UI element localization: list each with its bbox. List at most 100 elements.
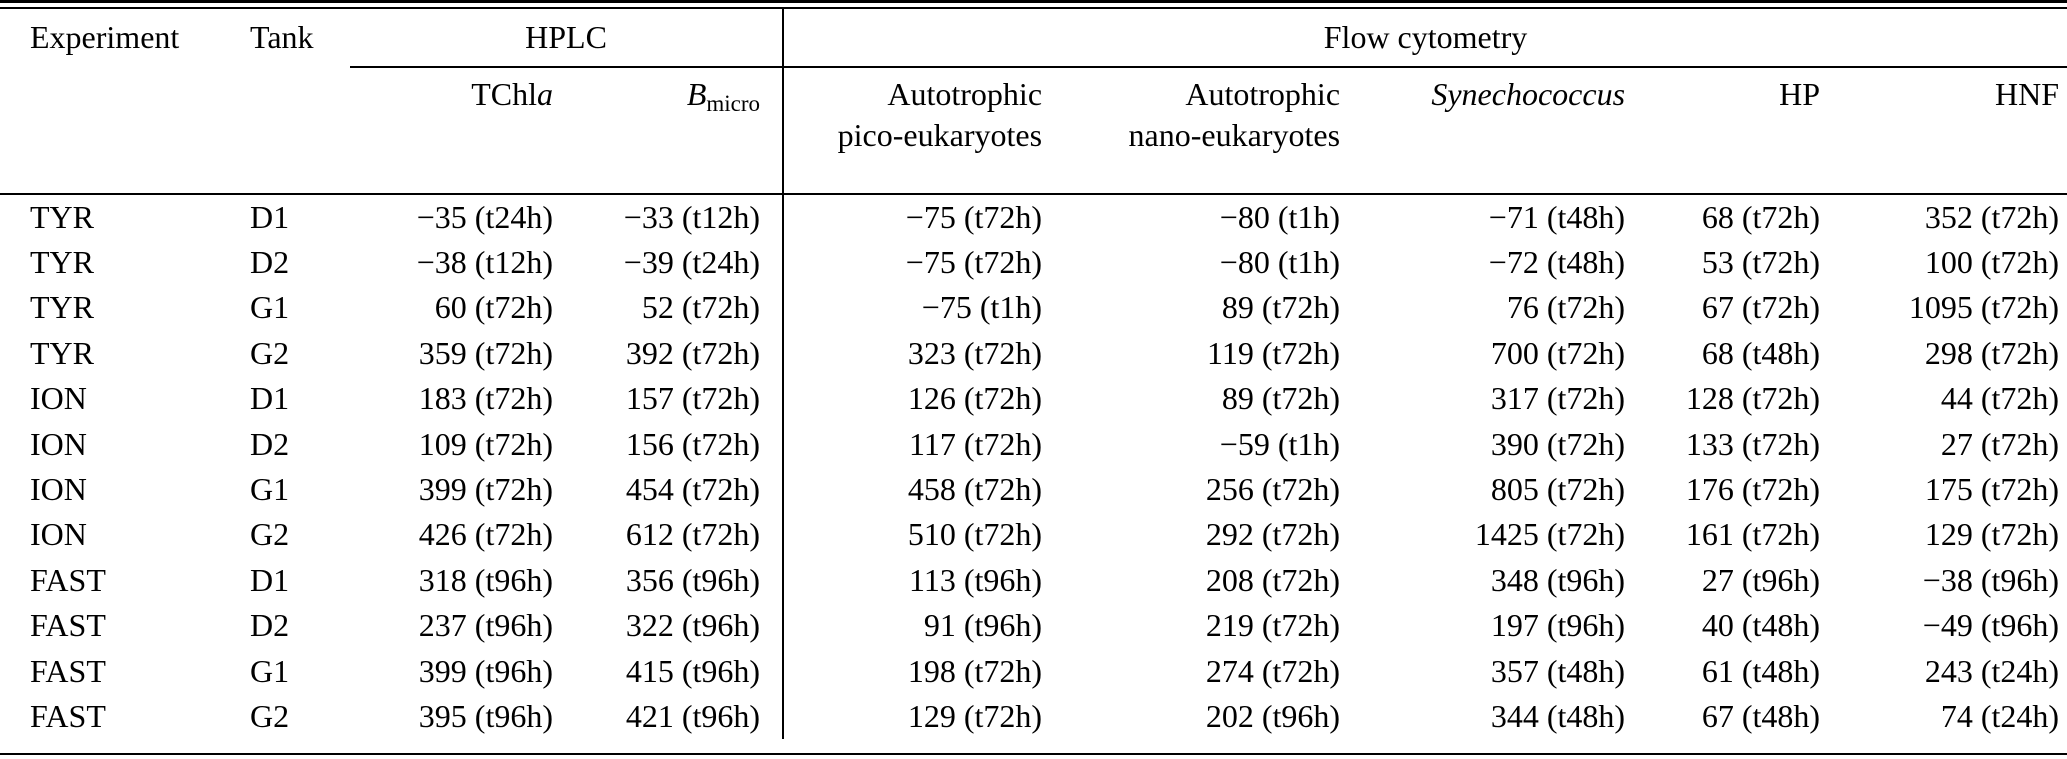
cell-tank: D1 [250, 380, 290, 417]
table-row: ION D2 109 (t72h) 156 (t72h) 117 (t72h) −59 (… [0, 421, 2067, 467]
cell-tchla: 109 (t72h) [418, 425, 553, 462]
cell-hp: 67 (t48h) [1701, 697, 1821, 734]
cell-tchla: −35 (t24h) [416, 198, 553, 235]
table-row: FAST G1 399 (t96h) 415 (t96h) 198 (t72h) 274 … [0, 648, 2067, 694]
cell-synechococcus: 1425 (t72h) [1474, 516, 1626, 553]
cell-nano: −59 (t1h) [1219, 425, 1341, 462]
table-body: TYR D1 −35 (t24h) −33 (t12h) −75 (t72h) −80 (… [0, 193, 2067, 740]
cell-tchla: 399 (t96h) [418, 652, 553, 689]
cell-hnf: −49 (t96h) [1922, 607, 2060, 644]
cell-pico: 198 (t72h) [907, 652, 1043, 689]
cell-tank: G1 [250, 652, 290, 689]
cell-tank: D1 [250, 561, 290, 598]
table-header: Experiment Tank HPLC Flow cytometry TChl… [0, 8, 2067, 195]
cell-hnf: 74 (t24h) [1940, 697, 2060, 734]
cell-tank: G2 [250, 334, 290, 371]
cell-synechococcus: 700 (t72h) [1490, 334, 1626, 371]
cell-synechococcus: 76 (t72h) [1506, 289, 1626, 326]
cell-pico: 458 (t72h) [907, 471, 1043, 508]
results-table: Experiment Tank HPLC Flow cytometry TChl… [0, 8, 2067, 740]
cell-experiment: TYR [30, 198, 94, 235]
cell-pico: 126 (t72h) [907, 380, 1043, 417]
cell-synechococcus: 390 (t72h) [1490, 425, 1626, 462]
cell-experiment: TYR [30, 244, 94, 281]
cell-experiment: FAST [30, 697, 106, 734]
cell-hp: 68 (t48h) [1701, 334, 1821, 371]
table-row: TYR D1 −35 (t24h) −33 (t12h) −75 (t72h) −80 (… [0, 193, 2067, 240]
cell-hnf: 129 (t72h) [1924, 516, 2060, 553]
col-header-pico-eukaryotes: Autotrophic pico-eukaryotes [783, 66, 1045, 195]
cell-hp: 40 (t48h) [1701, 607, 1821, 644]
table-row: TYR G2 359 (t72h) 392 (t72h) 323 (t72h) 119 (… [0, 330, 2067, 377]
cell-bmicro: 421 (t96h) [555, 693, 785, 740]
cell-bmicro: 454 (t72h) [555, 466, 785, 513]
cell-hp: 61 (t48h) [1701, 652, 1821, 689]
cell-bmicro: 415 (t96h) [555, 648, 785, 694]
nano-line1: Autotrophic [1185, 75, 1341, 112]
cell-tchla: 395 (t96h) [418, 697, 553, 734]
table-row: FAST G2 395 (t96h) 421 (t96h) 129 (t72h) 202 … [0, 693, 2067, 740]
cell-nano: 292 (t72h) [1205, 516, 1341, 553]
cell-synechococcus: 197 (t96h) [1490, 607, 1626, 644]
cell-experiment: ION [30, 471, 87, 508]
cell-tank: G2 [250, 516, 290, 553]
group-header-row: Experiment Tank HPLC Flow cytometry [0, 8, 2067, 68]
nano-line2: nano-eukaryotes [1128, 116, 1341, 153]
col-header-bmicro: Bmicro [555, 66, 785, 195]
bottom-rule-thin [0, 753, 2067, 755]
header-spacer [0, 66, 220, 195]
cell-pico: 117 (t72h) [909, 425, 1043, 462]
table-row: ION D1 183 (t72h) 157 (t72h) 126 (t72h) 89 (t… [0, 376, 2067, 422]
cell-hnf: 175 (t72h) [1924, 471, 2060, 508]
cell-nano: −80 (t1h) [1219, 198, 1341, 235]
bmicro-subscript: micro [706, 90, 761, 116]
cell-bmicro: 392 (t72h) [555, 330, 785, 377]
cell-hnf: 100 (t72h) [1924, 244, 2060, 281]
group-header-flow-cytometry: Flow cytometry [783, 8, 2067, 68]
cell-hnf: 27 (t72h) [1940, 425, 2060, 462]
bmicro-symbol: B [686, 75, 707, 112]
cell-bmicro: −39 (t24h) [555, 239, 785, 286]
cell-synechococcus: −71 (t48h) [1488, 198, 1626, 235]
table-row: ION G1 399 (t72h) 454 (t72h) 458 (t72h) 256 (… [0, 466, 2067, 513]
cell-bmicro: 52 (t72h) [555, 285, 785, 331]
cell-tchla: −38 (t12h) [416, 244, 553, 281]
header-spacer [220, 66, 350, 195]
cell-nano: 274 (t72h) [1205, 652, 1341, 689]
cell-experiment: ION [30, 516, 87, 553]
cell-nano: 202 (t96h) [1205, 697, 1341, 734]
cell-hnf: 44 (t72h) [1940, 380, 2060, 417]
cell-hp: 161 (t72h) [1685, 516, 1821, 553]
cell-nano: 89 (t72h) [1221, 289, 1341, 326]
cell-tank: D2 [250, 425, 290, 462]
cell-nano: 219 (t72h) [1205, 607, 1341, 644]
cell-tank: G2 [250, 697, 290, 734]
col-header-experiment: Experiment [30, 19, 180, 55]
col-header-hnf: HNF [1822, 66, 2067, 195]
cell-hnf: 298 (t72h) [1924, 334, 2060, 371]
cell-hnf: 243 (t24h) [1924, 652, 2060, 689]
cell-tchla: 60 (t72h) [434, 289, 553, 326]
cell-tchla: 183 (t72h) [418, 380, 553, 417]
cell-experiment: ION [30, 380, 87, 417]
cell-pico: −75 (t1h) [921, 289, 1043, 326]
table-row: ION G2 426 (t72h) 612 (t72h) 510 (t72h) 292 (… [0, 512, 2067, 558]
cell-experiment: FAST [30, 607, 106, 644]
col-header-tchla: TChla [350, 66, 555, 195]
cell-hp: 67 (t72h) [1701, 289, 1821, 326]
cell-pico: 510 (t72h) [907, 516, 1043, 553]
cell-hp: 128 (t72h) [1685, 380, 1821, 417]
cell-nano: −80 (t1h) [1219, 244, 1341, 281]
top-rule-thick [0, 0, 2067, 3]
cell-tank: D2 [250, 244, 290, 281]
cell-synechococcus: 357 (t48h) [1490, 652, 1626, 689]
cell-synechococcus: 317 (t72h) [1490, 380, 1626, 417]
cell-nano: 208 (t72h) [1205, 561, 1341, 598]
cell-synechococcus: −72 (t48h) [1488, 244, 1626, 281]
cell-pico: −75 (t72h) [905, 198, 1043, 235]
cell-hp: 53 (t72h) [1701, 244, 1821, 281]
cell-nano: 89 (t72h) [1221, 380, 1341, 417]
cell-nano: 256 (t72h) [1205, 471, 1341, 508]
tchla-roman: TChl [471, 75, 537, 112]
